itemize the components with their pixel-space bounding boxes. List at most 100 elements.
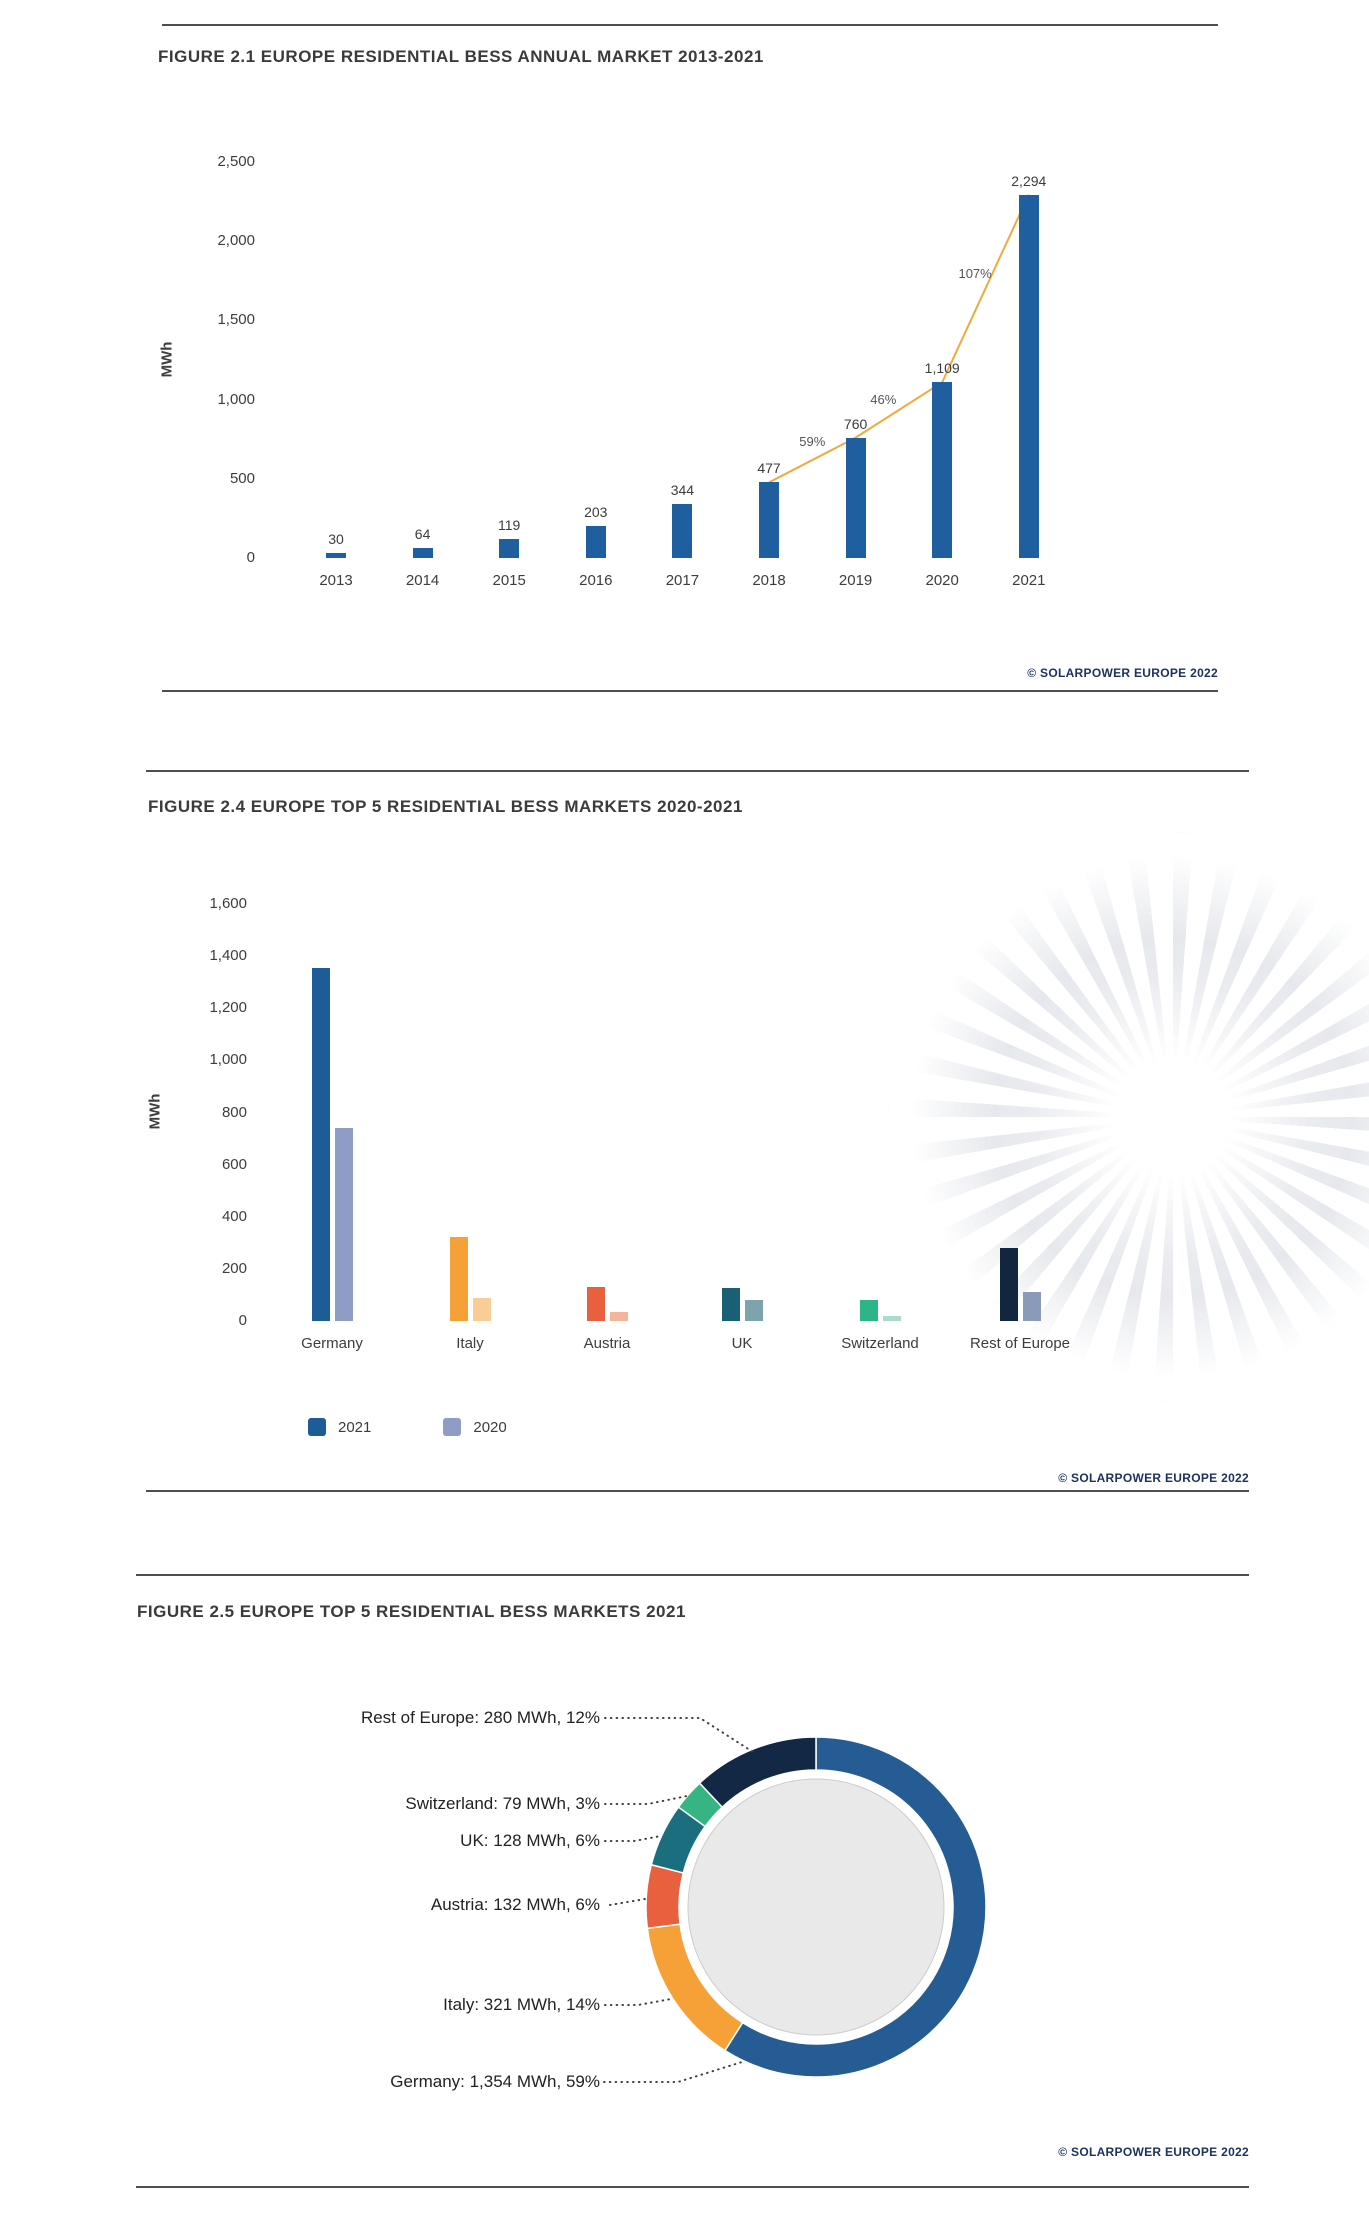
legend-item: 2021 [308,1418,371,1436]
donut-label-uk: UK: 128 MWh, 6% [460,1831,600,1850]
leader-line-switzerland [604,1795,688,1805]
y-tick-label: 2,500 [217,153,255,170]
y-tick-label: 1,200 [209,999,247,1017]
x-axis-label: Italy [456,1335,484,1352]
growth-pct-label: 107% [958,266,992,282]
y-tick-label: 2,000 [217,232,255,250]
divider-rule [146,770,1249,772]
growth-line [768,194,1030,484]
donut-inner-disc [687,1778,945,2036]
sunburst-watermark-fade [888,832,1369,1402]
bar-value-label: 1,109 [924,360,960,377]
bar-italy-2020 [472,1297,491,1321]
copyright-note: © SOLARPOWER EUROPE 2022 [1058,2145,1249,2159]
bar-2020 [932,382,953,558]
bar-value-label: 344 [670,481,695,498]
y-tick-label: 1,400 [209,947,247,965]
donut-label-austria: Austria: 132 MWh, 6% [430,1895,600,1914]
bar-2017 [672,503,693,558]
figure-2-1-bar-chart: 0 500 1,000 1,500 2,000 2,500 30 2013 64 2014 119 2… [160,120,1230,600]
donut-label-rest-of-europe: Rest of Europe: 280 MWh, 12% [360,1708,600,1727]
legend-item: 2020 [443,1418,507,1436]
y-tick-label: 1,500 [217,311,255,329]
divider-rule [146,1490,1249,1492]
growth-pct-label: 59% [799,434,826,450]
x-axis-label: Rest of Europe [969,1335,1071,1352]
growth-line-layer [768,194,1030,484]
divider-rule [136,2186,1249,2188]
bar-2019 [845,437,866,558]
divider-rule [162,24,1218,26]
copyright-note: © SOLARPOWER EUROPE 2022 [1027,666,1218,680]
donut-label-italy: Italy: 321 MWh, 14% [443,1995,600,2014]
x-axis-label: 2020 [925,572,959,589]
bar-value-label: 30 [328,531,344,548]
x-axis-label: 2018 [752,572,786,589]
bar-germany-2021 [311,968,330,1321]
x-axis-label: 2014 [405,572,440,589]
bar-2013 [326,553,346,558]
figure-2-4-y-axis-title: MWh [146,1093,164,1130]
bar-germany-2020 [334,1128,353,1321]
y-tick-label: 600 [221,1155,247,1173]
legend-label: 2020 [473,1418,507,1436]
x-axis-label: 2015 [492,572,526,589]
legend-swatch [443,1418,462,1436]
bar-2018 [759,482,779,558]
y-tick-label: 0 [246,549,255,566]
y-tick-label: 800 [221,1103,247,1121]
y-tick-label: 400 [221,1207,247,1225]
x-axis-label: Austria [583,1335,631,1352]
bar-rest-of-europe-2020 [1022,1292,1041,1321]
figure-2-4-legend: 2021 2020 [308,1418,507,1436]
bar-value-label: 64 [414,525,431,542]
y-tick-label: 1,000 [209,1051,247,1069]
bar-italy-2021 [449,1237,468,1321]
x-axis-label: 2019 [838,572,873,589]
leader-line-uk [604,1835,662,1842]
bar-uk-2020 [744,1300,763,1321]
growth-pct-label: 46% [870,391,897,407]
x-axis-label: 2013 [319,572,353,589]
donut-leader-lines [603,1717,754,2083]
bar-austria-2021 [586,1286,605,1321]
donut-label-switzerland: Switzerland: 79 MWh, 3% [405,1794,600,1813]
figure-2-1-y-axis-title: MWh [158,341,176,378]
bar-uk-2021 [721,1287,740,1321]
leader-line-italy [604,1998,672,2006]
y-tick-label: 0 [238,1312,247,1329]
bar-2015 [499,539,520,558]
figure-2-1-title: FIGURE 2.1 EUROPE RESIDENTIAL BESS ANNUA… [158,47,764,66]
y-tick-label: 200 [221,1259,247,1277]
x-axis-label: Germany [301,1335,363,1352]
bar-switzerland-2021 [859,1300,878,1321]
bar-2014 [412,547,433,558]
divider-rule [162,690,1218,692]
bar-austria-2020 [609,1311,628,1321]
copyright-note: © SOLARPOWER EUROPE 2022 [1058,1471,1249,1485]
donut-label-germany: Germany: 1,354 MWh, 59% [390,2072,600,2091]
figure-2-4-title: FIGURE 2.4 EUROPE TOP 5 RESIDENTIAL BESS… [148,797,743,816]
y-tick-label: 500 [229,469,255,487]
bar-value-label: 760 [843,415,868,432]
donut-slice-germany [723,1736,987,2078]
figure-2-5-title: FIGURE 2.5 EUROPE TOP 5 RESIDENTIAL BESS… [137,1602,686,1621]
bar-value-label: 119 [498,517,521,534]
leader-line-austria [609,1898,646,1906]
leader-line-rest-of-europe [604,1717,754,1753]
bar-2021 [1018,194,1039,558]
x-axis-label: 2021 [1012,572,1046,589]
legend-swatch [308,1418,326,1436]
x-axis-label: UK [731,1335,753,1352]
bar-value-label: 2,294 [1011,172,1047,189]
divider-rule [136,1574,1249,1576]
x-axis-label: 2017 [665,572,700,589]
y-tick-label: 1,000 [217,390,255,408]
leader-line-germany [603,2061,743,2083]
legend-label: 2021 [338,1418,372,1436]
bar-2016 [585,525,606,558]
donut-chart [645,1736,987,2078]
y-tick-label: 1,600 [209,895,247,912]
x-axis-label: 2016 [579,572,613,589]
